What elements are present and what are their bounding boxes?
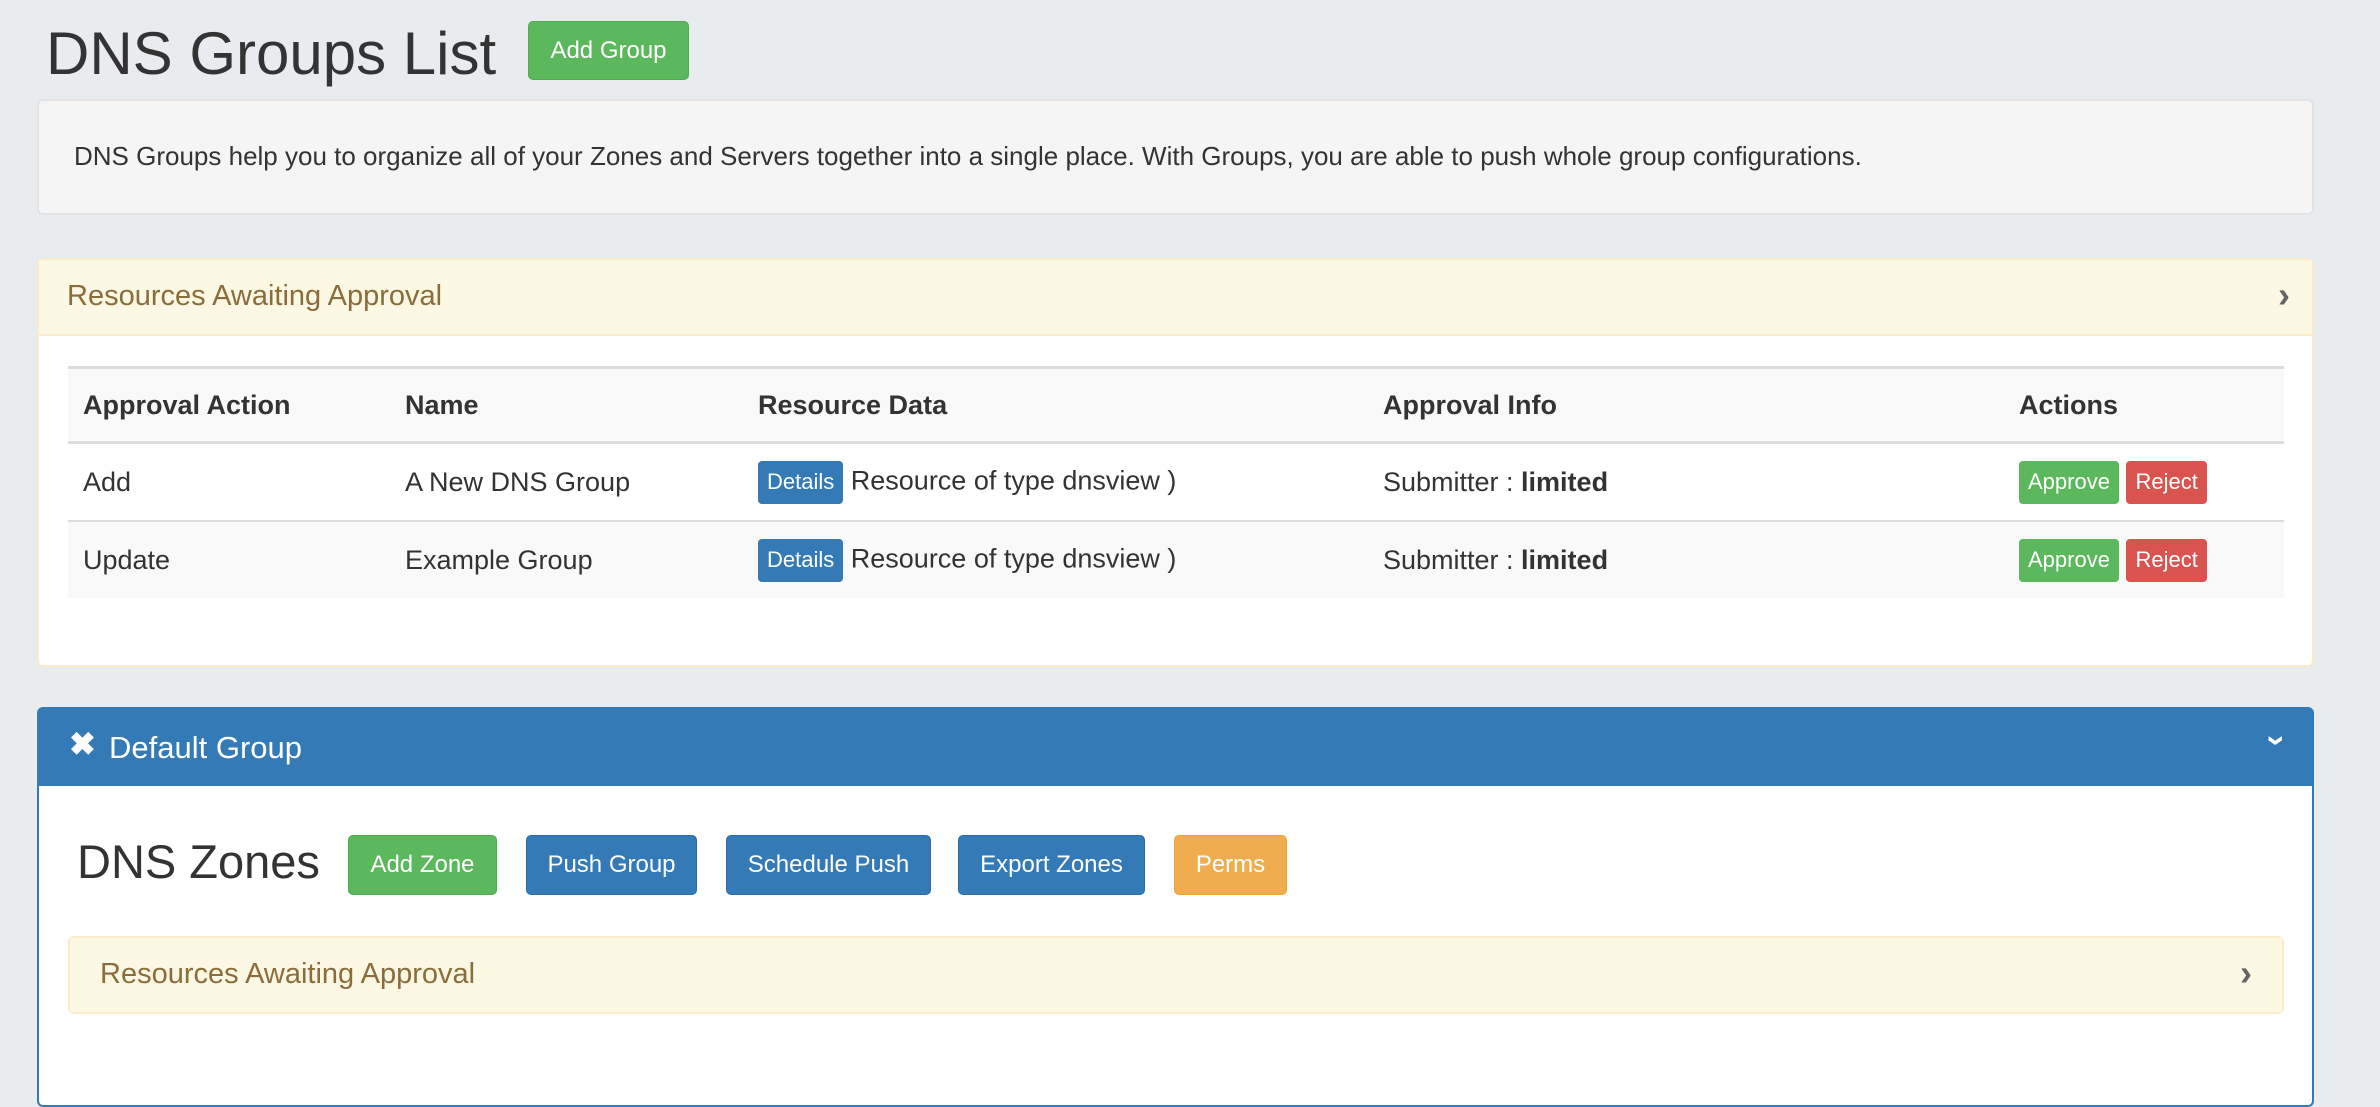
add-group-button[interactable]: Add Group [528, 21, 689, 80]
chevron-right-icon[interactable]: › [2278, 274, 2290, 315]
details-button[interactable]: Details [758, 538, 844, 582]
table-row: Update Example Group Details Resource of… [68, 521, 2284, 598]
description-text: DNS Groups help you to organize all of y… [74, 141, 1862, 171]
schedule-push-button[interactable]: Schedule Push [726, 835, 931, 895]
resource-data: Details Resource of type dnsview ) [743, 521, 1368, 598]
column-header: Approval Action [68, 366, 390, 444]
chevron-right-icon[interactable]: › [2240, 952, 2252, 993]
perms-button[interactable]: Perms [1174, 835, 1287, 895]
resource-data: Details Resource of type dnsview ) [743, 442, 1368, 522]
zones-approval-header[interactable]: Resources Awaiting Approval › [70, 938, 2282, 1012]
description-well: DNS Groups help you to organize all of y… [37, 99, 2314, 215]
table-row: Add A New DNS Group Details Resource of … [68, 442, 2284, 522]
approve-button[interactable]: Approve [2019, 460, 2119, 504]
resource-type: Resource of type dnsview ) [850, 543, 1177, 574]
reject-button[interactable]: Reject [2126, 460, 2207, 504]
resource-name: Example Group [390, 521, 743, 598]
approval-info: Submitter : limited [1368, 521, 2004, 598]
approval-panel-header[interactable]: Resources Awaiting Approval › [39, 260, 2312, 336]
chevron-down-icon[interactable]: › [2257, 734, 2296, 747]
add-zone-button[interactable]: Add Zone [348, 835, 497, 895]
group-title: Default Group [109, 730, 302, 765]
submitter-name: limited [1521, 466, 1609, 497]
approval-panel-title: Resources Awaiting Approval [67, 280, 443, 312]
approval-action: Update [68, 521, 390, 598]
column-header: Resource Data [743, 366, 1368, 444]
approval-table: Approval Action Name Resource Data Appro… [68, 366, 2284, 598]
dns-zones-title: DNS Zones [77, 835, 320, 888]
actions-cell: Approve Reject [2004, 442, 2284, 522]
column-header: Approval Info [1368, 366, 2004, 444]
approval-info: Submitter : limited [1368, 442, 2004, 522]
export-zones-button[interactable]: Export Zones [958, 835, 1145, 895]
submitter-label: Submitter : [1383, 466, 1522, 497]
resource-type: Resource of type dnsview ) [850, 465, 1177, 496]
zones-approval-panel: Resources Awaiting Approval › [68, 936, 2284, 1014]
push-group-button[interactable]: Push Group [526, 835, 697, 895]
close-icon[interactable]: ✖ [69, 726, 96, 762]
default-group-header[interactable]: ✖ Default Group › [39, 709, 2312, 786]
details-button[interactable]: Details [758, 460, 844, 504]
zones-approval-title: Resources Awaiting Approval [100, 958, 476, 990]
resource-name: A New DNS Group [390, 442, 743, 522]
approve-button[interactable]: Approve [2019, 538, 2119, 582]
actions-cell: Approve Reject [2004, 521, 2284, 598]
reject-button[interactable]: Reject [2126, 538, 2207, 582]
page-title: DNS Groups List [46, 20, 497, 87]
table-header-row: Approval Action Name Resource Data Appro… [68, 366, 2284, 444]
approval-action: Add [68, 442, 390, 522]
column-header: Actions [2004, 366, 2284, 444]
default-group-panel: ✖ Default Group › [37, 707, 2314, 1107]
submitter-label: Submitter : [1383, 544, 1522, 575]
submitter-name: limited [1521, 544, 1609, 575]
column-header: Name [390, 366, 743, 444]
